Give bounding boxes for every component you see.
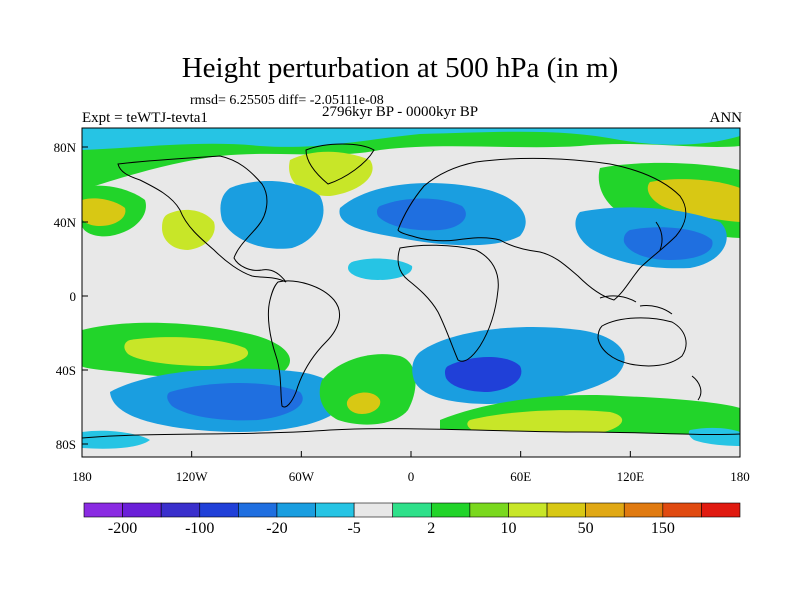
contour-region bbox=[220, 181, 324, 249]
colorbar-label: 50 bbox=[578, 520, 594, 537]
contour-region bbox=[346, 392, 381, 414]
contour-region bbox=[82, 428, 740, 457]
colorbar-swatch bbox=[623, 502, 664, 518]
y-axis: 80N 40N 0 40S 80S bbox=[54, 140, 88, 452]
colorbar-label: 150 bbox=[651, 520, 675, 537]
colorbar-swatch bbox=[585, 502, 625, 518]
coastline bbox=[267, 280, 341, 408]
contour-region bbox=[647, 179, 740, 222]
coastline bbox=[305, 143, 375, 185]
contour-region bbox=[319, 354, 416, 425]
colorbar: -200 -100 -20 -5 2 10 50 150 bbox=[83, 502, 741, 537]
colorbar-label: 10 bbox=[500, 520, 516, 537]
colorbar-label: -20 bbox=[266, 520, 287, 537]
x-tick-label: 60E bbox=[510, 469, 531, 484]
colorbar-label: -5 bbox=[347, 520, 360, 537]
x-tick-label: 60W bbox=[289, 469, 315, 484]
map-title: Height perturbation at 500 hPa (in m) bbox=[181, 52, 619, 84]
colorbar-swatch bbox=[276, 502, 316, 518]
coastline bbox=[117, 155, 287, 283]
period-label: 2796kyr BP - 0000kyr BP bbox=[322, 104, 479, 120]
coastline bbox=[597, 317, 687, 367]
colorbar-swatch bbox=[430, 502, 471, 518]
contour-region bbox=[348, 258, 413, 280]
stats-label: rmsd= 6.25505 diff= -2.05111e-08 bbox=[190, 93, 384, 108]
coastline bbox=[639, 305, 673, 315]
contour-region bbox=[688, 427, 740, 446]
colorbar-swatch bbox=[238, 502, 278, 518]
y-tick-label: 80N bbox=[54, 140, 77, 155]
colorbar-label: -100 bbox=[185, 520, 214, 537]
colorbar-swatch bbox=[83, 502, 123, 518]
experiment-label: Expt = teWTJ-tevta1 bbox=[82, 110, 208, 126]
contour-region bbox=[82, 128, 740, 150]
colorbar-label: -200 bbox=[108, 520, 137, 537]
coastline bbox=[397, 157, 687, 301]
contour-region bbox=[124, 337, 249, 366]
colorbar-swatch bbox=[546, 502, 586, 518]
x-tick-label: 180 bbox=[730, 469, 750, 484]
contour-field bbox=[82, 128, 740, 457]
x-tick-label: 120E bbox=[617, 469, 645, 484]
x-tick-label: 120W bbox=[176, 469, 209, 484]
y-tick-label: 40S bbox=[56, 363, 76, 378]
colorbar-swatch bbox=[315, 502, 355, 518]
colorbar-label: 2 bbox=[427, 520, 435, 537]
contour-region bbox=[162, 209, 215, 250]
colorbar-swatch bbox=[199, 502, 239, 518]
y-tick-label: 0 bbox=[70, 289, 77, 304]
coastline bbox=[691, 375, 702, 401]
x-tick-label: 180 bbox=[72, 469, 92, 484]
contour-region bbox=[376, 198, 466, 231]
coastlines bbox=[82, 143, 740, 439]
x-axis: 180 120W 60W 0 60E 120E 180 bbox=[72, 451, 750, 484]
contour-region bbox=[444, 357, 522, 392]
colorbar-swatch bbox=[662, 502, 702, 518]
colorbar-swatch bbox=[353, 502, 394, 518]
coastline bbox=[655, 221, 663, 251]
y-tick-label: 40N bbox=[54, 215, 77, 230]
contour-region bbox=[467, 410, 623, 437]
season-label: ANN bbox=[709, 110, 743, 126]
colorbar-swatch bbox=[392, 502, 432, 518]
colorbar-swatch bbox=[469, 502, 509, 518]
coastline bbox=[82, 428, 740, 439]
colorbar-swatch bbox=[122, 502, 162, 518]
contour-region bbox=[167, 383, 303, 421]
coastline bbox=[599, 295, 637, 303]
y-tick-label: 80S bbox=[56, 437, 76, 452]
colorbar-swatch bbox=[508, 502, 548, 518]
colorbar-swatch bbox=[701, 502, 741, 518]
x-tick-label: 0 bbox=[408, 469, 415, 484]
contour-region bbox=[82, 198, 126, 226]
coastline bbox=[397, 244, 499, 362]
colorbar-swatch bbox=[160, 502, 201, 518]
